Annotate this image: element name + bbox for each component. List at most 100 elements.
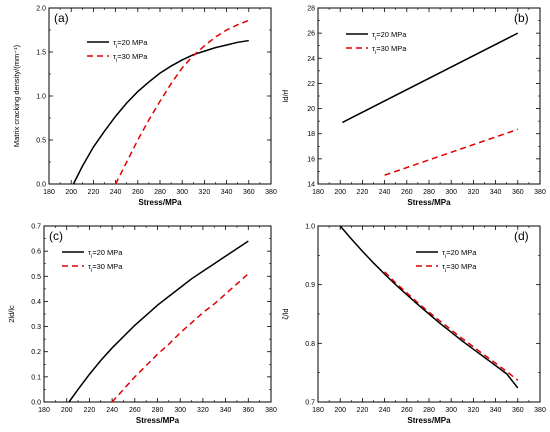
panel-label: (b) <box>514 11 529 25</box>
series-line-1 <box>72 39 249 185</box>
x-tick-label: 280 <box>154 189 166 196</box>
y-tick-label: 18 <box>307 131 315 138</box>
panel-label: (a) <box>54 11 69 25</box>
x-tick-label: 200 <box>334 189 346 196</box>
y-tick-label: 28 <box>307 6 315 13</box>
x-tick-label: 360 <box>512 189 524 196</box>
y-tick-label: 1.0 <box>36 94 46 101</box>
x-tick-label: 380 <box>534 189 546 196</box>
x-tick-label: 280 <box>423 407 435 414</box>
legend-label: τi=30 MPa <box>372 44 407 56</box>
x-tick-label: 220 <box>84 407 96 414</box>
x-tick-label: 200 <box>65 189 77 196</box>
x-tick-label: 280 <box>152 407 164 414</box>
x-tick-label: 240 <box>379 407 391 414</box>
x-tick-label: 340 <box>220 407 232 414</box>
series-line-2 <box>384 271 519 381</box>
x-tick-label: 320 <box>468 407 480 414</box>
x-tick-label: 240 <box>110 189 122 196</box>
legend-label: τi=20 MPa <box>372 30 407 42</box>
legend-label: τi=20 MPa <box>88 248 123 260</box>
y-tick-label: 0.6 <box>31 249 41 256</box>
x-tick-label: 360 <box>242 407 254 414</box>
y-tick-label: 14 <box>307 182 315 189</box>
chart-panel-d: 180 200 220 240 260 280 300 320 340 360 380 0.7 0.8 0… <box>281 224 546 426</box>
x-tick-label: 300 <box>445 407 457 414</box>
series-line-2 <box>114 19 250 185</box>
y-tick-label: 0.4 <box>31 299 41 306</box>
y-tick-label: 0.7 <box>305 400 315 407</box>
chart-panel-b: 180 200 220 240 260 280 300 320 340 360 380 14 16 18 2… <box>281 6 546 208</box>
y-tick-label: 0.1 <box>31 374 41 381</box>
y-tick-label: 16 <box>307 156 315 163</box>
x-tick-label: 320 <box>468 189 480 196</box>
legend: τi=20 MPa τi=30 MPa <box>62 248 123 274</box>
x-tick-label: 240 <box>106 407 118 414</box>
x-tick-label: 180 <box>312 189 324 196</box>
legend-label: τi=30 MPa <box>113 52 148 64</box>
x-axis-title: Stress/MPa <box>136 416 180 425</box>
series-line-1 <box>339 225 519 389</box>
panel-label: (d) <box>514 229 529 243</box>
x-tick-label: 260 <box>129 407 141 414</box>
y-tick-label: 0.9 <box>305 282 315 289</box>
x-tick-label: 380 <box>265 407 277 414</box>
y-tick-label: 0.7 <box>31 224 41 231</box>
y-axis-title: Matrix cracking density/(mm⁻¹) <box>12 44 21 147</box>
y-tick-label: 26 <box>307 31 315 38</box>
x-tick-label: 180 <box>43 189 55 196</box>
y-tick-label: 20 <box>307 106 315 113</box>
y-tick-label: 2.0 <box>36 6 46 13</box>
x-tick-label: 320 <box>197 407 209 414</box>
chart-panel-c: 180 200 220 240 260 280 300 320 340 360 380 0.0 0.1 0… <box>7 224 277 426</box>
y-axis-title: ζ/ld <box>281 308 290 319</box>
x-tick-label: 360 <box>512 407 524 414</box>
y-tick-label: 0.5 <box>31 274 41 281</box>
x-tick-label: 340 <box>221 189 233 196</box>
legend: τi=20 MPa τi=30 MPa <box>346 30 407 56</box>
x-axis-title: Stress/MPa <box>407 198 451 207</box>
legend: τi=20 MPa τi=30 MPa <box>416 248 477 274</box>
x-tick-label: 200 <box>334 407 346 414</box>
y-tick-label: 0.0 <box>36 182 46 189</box>
x-tick-label: 220 <box>357 407 369 414</box>
series-line-1 <box>342 32 519 124</box>
x-tick-label: 340 <box>490 407 502 414</box>
x-tick-label: 300 <box>445 189 457 196</box>
x-tick-label: 380 <box>534 407 546 414</box>
legend-label: τi=30 MPa <box>442 262 477 274</box>
plot-frame <box>48 7 272 185</box>
y-axis-title: ld/rf <box>281 89 290 102</box>
y-tick-label: 0.0 <box>31 400 41 407</box>
x-tick-label: 300 <box>174 407 186 414</box>
legend: τi=20 MPa τi=30 MPa <box>87 38 148 64</box>
x-tick-label: 220 <box>88 189 100 196</box>
x-axis-title: Stress/MPa <box>407 416 451 425</box>
legend-label: τi=20 MPa <box>113 38 148 50</box>
series-line-2 <box>384 128 519 176</box>
panel-label: (c) <box>49 229 63 243</box>
legend-label: τi=20 MPa <box>442 248 477 260</box>
x-tick-label: 380 <box>265 189 277 196</box>
y-tick-label: 0.3 <box>31 324 41 331</box>
y-tick-label: 0.2 <box>31 349 41 356</box>
x-tick-label: 340 <box>490 189 502 196</box>
x-tick-label: 240 <box>379 189 391 196</box>
y-axis-title: 2ld/lc <box>7 305 16 323</box>
y-tick-label: 0.8 <box>305 341 315 348</box>
x-tick-label: 280 <box>423 189 435 196</box>
x-tick-label: 320 <box>199 189 211 196</box>
y-tick-label: 24 <box>307 56 315 63</box>
x-tick-label: 360 <box>243 189 255 196</box>
series-line-1 <box>68 240 249 403</box>
y-tick-label: 0.5 <box>36 138 46 145</box>
x-tick-label: 200 <box>61 407 73 414</box>
series-line-2 <box>111 273 249 403</box>
x-tick-label: 300 <box>176 189 188 196</box>
x-tick-label: 180 <box>312 407 324 414</box>
x-tick-label: 220 <box>357 189 369 196</box>
y-tick-label: 1.0 <box>305 224 315 231</box>
chart-panel-a: 180 200 220 240 260 280 300 320 340 360 380 0.0 0.5 1… <box>12 6 277 208</box>
x-tick-label: 260 <box>401 189 413 196</box>
